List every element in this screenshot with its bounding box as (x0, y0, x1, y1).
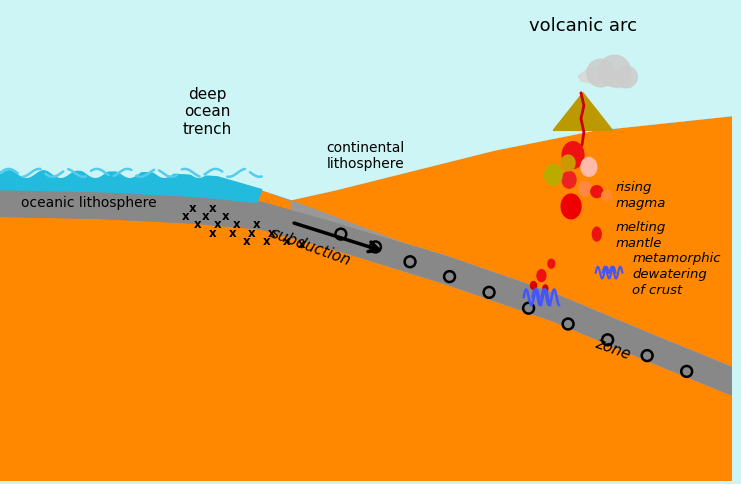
Text: x: x (213, 217, 221, 230)
Circle shape (616, 67, 637, 89)
Text: x: x (283, 234, 290, 247)
Polygon shape (0, 3, 732, 368)
Text: volcanic arc: volcanic arc (529, 16, 637, 34)
Ellipse shape (543, 286, 548, 292)
Text: zone: zone (593, 335, 632, 361)
Text: x: x (248, 226, 256, 239)
Text: x: x (263, 234, 270, 247)
Polygon shape (0, 3, 732, 200)
Ellipse shape (548, 260, 555, 269)
Text: x: x (268, 226, 276, 239)
Text: x: x (222, 210, 229, 222)
Text: subduction: subduction (269, 225, 353, 268)
Text: x: x (202, 210, 209, 222)
Polygon shape (0, 170, 262, 203)
Ellipse shape (579, 182, 591, 196)
Text: x: x (189, 201, 196, 214)
Text: x: x (253, 217, 261, 230)
Ellipse shape (561, 156, 575, 171)
Ellipse shape (561, 195, 581, 219)
Text: x: x (209, 201, 216, 214)
Ellipse shape (592, 227, 601, 242)
Text: rising
magma: rising magma (616, 181, 666, 210)
Text: x: x (228, 226, 236, 239)
Polygon shape (554, 93, 613, 131)
Circle shape (587, 60, 614, 88)
Text: x: x (209, 226, 216, 239)
Text: continental
lithosphere: continental lithosphere (327, 141, 405, 171)
Polygon shape (291, 220, 732, 395)
Ellipse shape (545, 165, 562, 186)
Text: melting
mantle: melting mantle (616, 220, 665, 249)
Polygon shape (0, 190, 732, 395)
Polygon shape (578, 67, 632, 89)
Polygon shape (0, 190, 732, 395)
Polygon shape (0, 170, 262, 203)
Text: deep
ocean
trench: deep ocean trench (183, 87, 232, 136)
Polygon shape (0, 3, 732, 200)
Polygon shape (0, 3, 732, 481)
Ellipse shape (537, 270, 546, 282)
Text: oceanic lithosphere: oceanic lithosphere (21, 196, 157, 210)
Text: x: x (298, 238, 305, 251)
Circle shape (602, 191, 611, 201)
Text: x: x (182, 210, 190, 222)
Ellipse shape (531, 282, 536, 290)
Circle shape (599, 56, 631, 88)
Ellipse shape (562, 142, 584, 169)
Ellipse shape (581, 158, 597, 177)
Ellipse shape (562, 172, 576, 189)
Text: x: x (233, 217, 241, 230)
Circle shape (591, 186, 602, 198)
Text: metamorphic
dewatering
of crust: metamorphic dewatering of crust (632, 252, 721, 297)
Text: x: x (194, 217, 202, 230)
Text: x: x (243, 234, 250, 247)
